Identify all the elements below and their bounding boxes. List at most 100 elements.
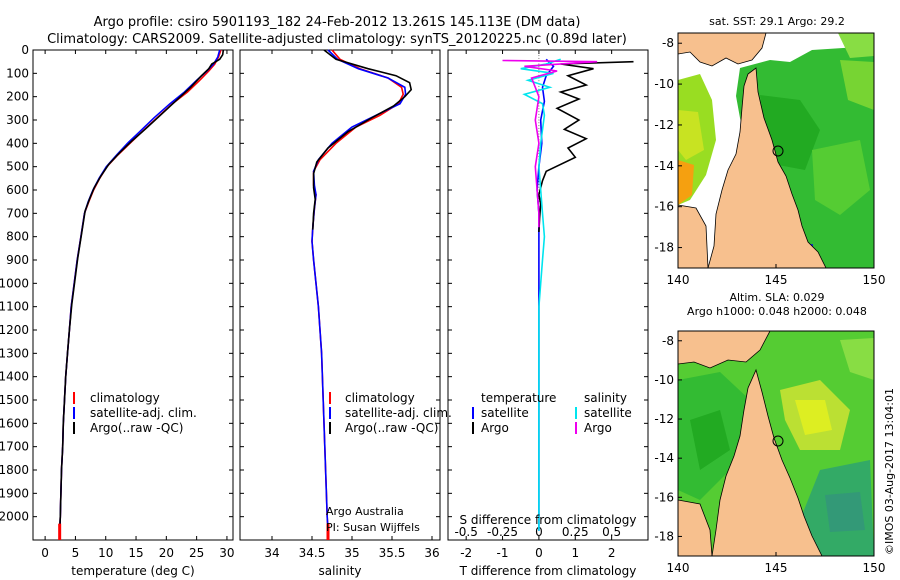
series-satellite-adj-clim- [58,49,221,531]
y-tick-label: 1900 [0,486,29,500]
map-y-tick-label: -8 [662,36,674,50]
x-tick-label: 34.5 [299,546,326,560]
zero-dot [538,150,540,152]
map-y-tick-label: -10 [654,373,674,387]
zero-dot [538,108,540,110]
x-tick-label: 1 [571,546,579,560]
y-tick-label: 1100 [0,300,29,314]
zero-dot [538,69,540,71]
temperature-xlabel: temperature (deg C) [71,564,194,578]
title-line-1: Argo profile: csiro 5901193_182 24-Feb-2… [94,15,581,30]
zero-dot [538,57,540,59]
deep-marker [58,523,62,540]
y-tick-label: 1700 [0,440,29,454]
zero-dot [538,127,540,129]
y-tick-label: 400 [6,136,29,150]
top-x-tick-label: -0.5 [454,525,477,539]
zero-dot [538,63,540,65]
series-climatology [58,49,222,531]
x-tick-label: 35 [344,546,359,560]
y-tick-label: 800 [6,230,29,244]
legend-label-s-satellite: satellite [584,406,632,420]
temperature-chart: 0100200300400500600700800900100011001200… [0,43,235,560]
legend-header-salinity: salinity [584,391,627,405]
map-y-tick-label: -14 [654,451,674,465]
x-tick-label: 10 [98,546,113,560]
map-y-tick-label: -16 [654,490,674,504]
y-tick-label: 1500 [0,393,29,407]
x-tick-label: 36 [424,546,439,560]
zero-dot [538,119,540,121]
y-tick-label: 0 [21,43,29,57]
x-tick-label: 35.5 [379,546,406,560]
y-tick-label: 700 [6,206,29,220]
map-y-tick-label: -18 [654,529,674,543]
sla-map-argo-marker [772,435,784,447]
map-y-tick-label: -16 [654,200,674,214]
zero-dot [538,105,540,107]
legend-label-clim: climatology [345,391,415,405]
x-tick-label: 0 [41,546,49,560]
legend-header-temperature: temperature [481,391,556,405]
series-salinity-satellite [520,58,561,531]
map-y-tick-label: -12 [654,118,674,132]
deep-marker [326,523,330,540]
salinity-chart: 34 34.5 35 35.5 36 [240,49,440,560]
temperature-legend: climatology satellite-adj. clim. Argo(..… [73,391,197,435]
x-tick-label: 25 [189,546,204,560]
difference-chart: -2 -1 0 1 2 -0.5 -0.25 0 0.25 0.5 [448,49,648,560]
map-x-tick-label: 145 [765,273,788,287]
y-tick-label: 1800 [0,463,29,477]
salinity-xlabel: salinity [318,564,361,578]
zero-dot [538,55,540,57]
y-tick-label: 1400 [0,370,29,384]
salinity-legend: climatology satellite-adj. clim. Argo(..… [329,391,452,435]
top-x-tick-label: -0.25 [487,525,518,539]
title-line-2: Climatology: CARS2009. Satellite-adjuste… [47,32,627,47]
x-tick-label: 20 [159,546,174,560]
y-tick-label: 100 [6,66,29,80]
difference-top-xlabel: S difference from climatology [460,513,637,527]
sst-map-ticks: 140 145 150 -8 -10 -12 -14 -16 -18 [654,36,885,287]
salinity-axes [239,49,441,541]
map-x-tick-label: 140 [667,561,690,575]
zero-dot [538,85,540,87]
difference-axes [447,49,649,541]
sst-map-argo-marker [772,145,784,157]
x-tick-label: 34 [264,546,279,560]
series-satellite-adj-clim- [311,49,407,531]
zero-dot [538,116,540,118]
legend-label-sat: satellite-adj. clim. [90,406,197,420]
zero-dot [538,183,540,185]
zero-dot [538,49,540,51]
series-temperature-argo [538,60,634,233]
temperature-axes [32,49,234,541]
annotation-argo-australia: Argo Australia [326,505,404,518]
x-tick-label: 0 [535,546,543,560]
copyright-label: ©IMOS 03-Aug-2017 13:04:01 [883,388,896,555]
map-x-tick-label: 140 [667,273,690,287]
difference-legend: temperature salinity satellite Argo sate… [472,391,632,435]
y-tick-label: 500 [6,160,29,174]
zero-dot [538,52,540,54]
zero-dot [538,113,540,115]
map-y-tick-label: -18 [654,241,674,255]
map-x-tick-label: 150 [863,561,886,575]
annotation-pi: PI: Susan Wijffels [326,521,420,534]
zero-dot [538,122,540,124]
y-tick-label: 1600 [0,416,29,430]
y-tick-label: 300 [6,113,29,127]
x-tick-label: 5 [72,546,80,560]
y-tick-label: 900 [6,253,29,267]
map-y-tick-label: -8 [662,334,674,348]
zero-dot [538,80,540,82]
map-y-tick-label: -14 [654,159,674,173]
sst-map-image [678,33,874,268]
x-tick-label: 2 [608,546,616,560]
zero-dot [538,66,540,68]
x-tick-label: -2 [460,546,472,560]
zero-dot [538,186,540,188]
legend-label-argo: Argo(..raw -QC) [345,421,438,435]
difference-xlabel: T difference from climatology [459,564,637,578]
